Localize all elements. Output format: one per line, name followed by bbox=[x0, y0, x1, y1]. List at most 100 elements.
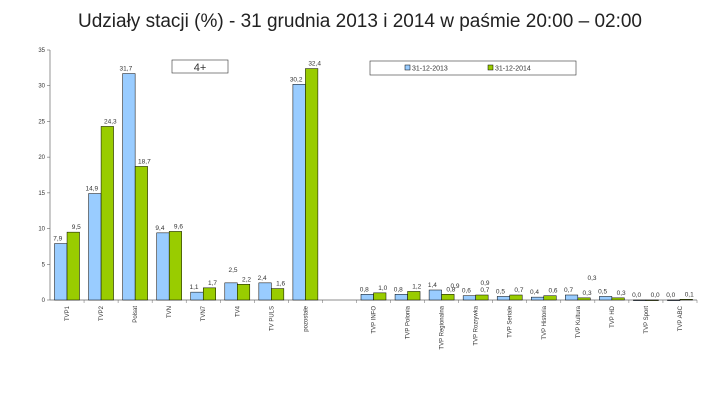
bar-2013 bbox=[667, 299, 681, 301]
data-label: 1,0 bbox=[378, 285, 387, 292]
legend-label-2014: 31-12-2014 bbox=[495, 66, 531, 73]
data-label: 1,7 bbox=[208, 280, 217, 287]
data-label: 0,1 bbox=[685, 291, 694, 298]
bar-2014 bbox=[134, 166, 148, 301]
category-label: TVP HD bbox=[610, 305, 616, 328]
bar-2013 bbox=[190, 291, 204, 301]
data-label: 32,4 bbox=[308, 61, 321, 68]
category-label: Polsat bbox=[133, 306, 139, 323]
data-label-extra: 0,3 bbox=[587, 275, 596, 282]
bar-2013 bbox=[531, 296, 545, 301]
bar-2014 bbox=[66, 231, 80, 301]
data-label: 7,9 bbox=[53, 236, 62, 243]
data-label: 9,4 bbox=[155, 225, 164, 232]
category-label: TVP Rozrywka bbox=[474, 305, 480, 345]
bar-2014 bbox=[543, 295, 557, 301]
annotation: 4+ bbox=[171, 59, 229, 74]
data-label: 0,0 bbox=[632, 292, 641, 299]
data-label: 18,7 bbox=[138, 158, 151, 165]
bar-2013 bbox=[88, 193, 102, 301]
bar-2013 bbox=[360, 294, 374, 301]
y-tick-label: 0 bbox=[42, 298, 46, 304]
data-label: 0,7 bbox=[514, 287, 523, 294]
y-tick-label: 25 bbox=[38, 119, 45, 125]
data-label: 0,0 bbox=[651, 292, 660, 299]
y-tick-label: 30 bbox=[38, 84, 45, 90]
category-label: TVP Sport bbox=[644, 306, 650, 334]
data-label: 24,3 bbox=[104, 118, 117, 125]
category-label: TVP INFO bbox=[372, 306, 378, 334]
data-label-extra: 0,9 bbox=[450, 283, 459, 290]
category-label: pozostałe bbox=[303, 305, 309, 331]
bar-2014 bbox=[237, 284, 251, 301]
bar-2014 bbox=[475, 294, 489, 301]
data-label: 0,4 bbox=[530, 289, 539, 296]
y-tick-label: 20 bbox=[38, 155, 45, 161]
data-label: 1,1 bbox=[189, 284, 198, 291]
category-label: TVP ABC bbox=[678, 305, 684, 331]
data-label: 0,0 bbox=[666, 292, 675, 299]
data-label: 0,8 bbox=[394, 286, 403, 293]
bar-2013 bbox=[156, 232, 170, 301]
chart-title: Udziały stacji (%) - 31 grudnia 2013 i 2… bbox=[78, 11, 642, 32]
legend: 31-12-2013 31-12-2014 bbox=[369, 60, 577, 76]
data-labels: 7,9 9,5 14,9 24,3 31,7 18,7 9,4 9,6 1,1 1,7 2,2 2,4… bbox=[53, 61, 694, 299]
data-label: 0,3 bbox=[583, 290, 592, 297]
bar-2013 bbox=[224, 282, 238, 301]
y-tick-label: 15 bbox=[38, 191, 45, 197]
bar-2013 bbox=[428, 289, 442, 301]
category-label: TVN bbox=[167, 306, 173, 318]
legend-swatch-2013 bbox=[404, 64, 411, 71]
legend-box bbox=[369, 60, 577, 76]
bar-2014 bbox=[168, 231, 182, 301]
data-label: 1,6 bbox=[276, 281, 285, 288]
category-label: TVP Kultura bbox=[576, 305, 582, 338]
bar-2014 bbox=[441, 294, 455, 301]
bar-2013 bbox=[496, 296, 510, 301]
y-tick-label: 10 bbox=[38, 227, 45, 233]
data-label-extra: 2,5 bbox=[228, 267, 237, 274]
bar-2014 bbox=[611, 297, 625, 301]
data-label: 0,5 bbox=[598, 288, 607, 295]
bar-2013 bbox=[633, 299, 647, 301]
bar-2013 bbox=[394, 294, 408, 301]
legend-swatch-2014 bbox=[487, 64, 494, 71]
data-label: 30,2 bbox=[290, 76, 303, 83]
data-label: 0,8 bbox=[360, 286, 369, 293]
bar-2013 bbox=[258, 282, 272, 301]
data-label-extra: 0,9 bbox=[480, 280, 489, 287]
bar-2014 bbox=[679, 299, 693, 301]
bar-2014 bbox=[577, 297, 591, 301]
bar-2013 bbox=[462, 295, 476, 301]
data-label: 0,5 bbox=[496, 288, 505, 295]
data-label: 0,7 bbox=[480, 287, 489, 294]
data-label: 0,6 bbox=[548, 288, 557, 295]
data-label: 2,4 bbox=[258, 275, 267, 282]
bar-2014 bbox=[645, 299, 659, 301]
bar-2014 bbox=[407, 291, 421, 301]
bar-2013 bbox=[292, 84, 306, 301]
bar-2014 bbox=[509, 294, 523, 301]
bar-2013 bbox=[122, 73, 136, 301]
data-label: 0,6 bbox=[462, 288, 471, 295]
category-label: TVN7 bbox=[201, 305, 207, 321]
data-label: 1,4 bbox=[428, 282, 437, 289]
bar-2014 bbox=[271, 288, 285, 301]
category-label: TVP Seriale bbox=[508, 305, 514, 338]
bar-2014 bbox=[202, 287, 216, 301]
category-label: TVP1 bbox=[65, 305, 71, 321]
data-label: 2,2 bbox=[242, 276, 251, 283]
data-label: 14,9 bbox=[86, 186, 99, 193]
legend-label-2013: 31-12-2013 bbox=[412, 66, 448, 73]
data-label: 31,7 bbox=[120, 66, 133, 73]
annotation-text: 4+ bbox=[194, 62, 207, 74]
category-label: TV4 bbox=[235, 305, 241, 317]
bar-2013 bbox=[565, 294, 579, 301]
bars bbox=[54, 68, 693, 301]
category-label: TVP2 bbox=[99, 305, 105, 321]
annotation-box bbox=[171, 59, 229, 74]
category-label: TV PULS bbox=[269, 306, 275, 331]
data-label: 9,6 bbox=[174, 223, 183, 230]
category-labels: TVP1 TVP2 Polsat TVN TVN7 TV4 TV PULS pozostałe… bbox=[65, 300, 698, 350]
